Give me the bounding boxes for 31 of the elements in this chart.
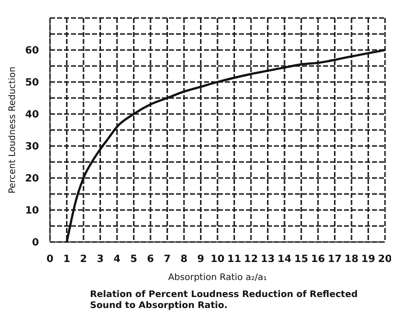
x-tick-label: 17	[328, 254, 342, 265]
x-tick-label: 11	[227, 254, 242, 265]
x-tick-label: 5	[130, 254, 138, 265]
y-tick-label: 0	[32, 238, 40, 248]
x-tick-label: 19	[361, 254, 376, 265]
x-tick-label: 15	[294, 254, 308, 265]
x-tick-label: 13	[260, 254, 275, 265]
x-tick-label: 12	[244, 254, 258, 265]
y-tick-label: 50	[25, 78, 40, 88]
y-tick-label: 10	[25, 206, 40, 216]
x-tick-label: 1	[63, 254, 70, 265]
x-tick-label: 7	[164, 254, 171, 265]
x-tick-label: 0	[46, 254, 54, 265]
y-tick-label: 30	[25, 142, 40, 152]
text: Relation of Percent Loudness Reduction of Reflected Sound to Absorption Ratio.	[90, 290, 359, 312]
x-tick-label: 14	[278, 254, 292, 265]
y-tick-label: 60	[25, 46, 40, 56]
y-tick-label: 40	[25, 110, 40, 120]
x-tick-label: 10	[210, 254, 224, 265]
x-tick-label: 18	[344, 254, 358, 265]
x-tick-label: 4	[114, 254, 121, 265]
line-series	[66, 48, 385, 242]
x-tick-label: 8	[180, 254, 188, 265]
y-tick-label: 20	[25, 174, 40, 184]
x-tick-label: 16	[311, 254, 325, 265]
y-axis-title: Percent Loudness Reduction	[8, 66, 18, 194]
x-axis-title: Absorption Ratio a₂/a₁	[168, 273, 268, 283]
x-tick-label: 2	[80, 254, 88, 265]
x-tick-label: 9	[197, 254, 204, 265]
x-tick-label: 6	[147, 254, 154, 265]
x-tick-label: 3	[96, 254, 104, 265]
